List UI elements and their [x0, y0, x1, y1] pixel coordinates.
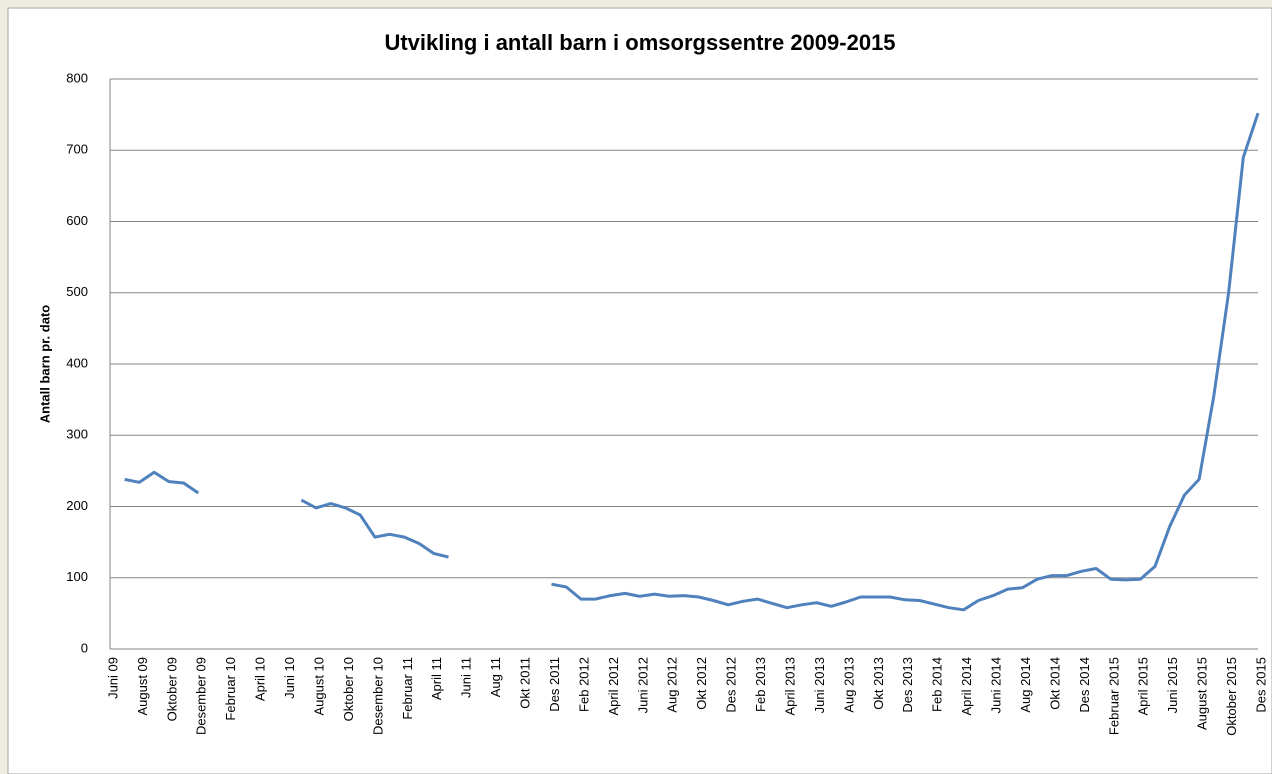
y-tick-label: 400	[66, 355, 88, 370]
x-tick-label: April 2014	[959, 657, 974, 716]
y-tick-label: 800	[66, 70, 88, 85]
x-tick-label: April 2015	[1136, 657, 1151, 716]
x-tick-label: Oktober 09	[164, 657, 179, 721]
x-tick-label: August 09	[135, 657, 150, 716]
chart-title: Utvikling i antall barn i omsorgssentre …	[384, 30, 895, 55]
x-tick-label: Juni 2012	[635, 657, 650, 713]
x-tick-label: Juni 11	[459, 657, 474, 698]
y-tick-label: 500	[66, 284, 88, 299]
x-tick-label: Aug 2014	[1018, 657, 1033, 713]
x-tick-label: Des 2014	[1077, 657, 1092, 713]
x-tick-label: Okt 2012	[694, 657, 709, 710]
x-tick-label: Desember 10	[370, 657, 385, 735]
x-tick-label: Februar 11	[400, 657, 415, 720]
x-tick-label: Feb 2014	[930, 657, 945, 712]
x-tick-label: Oktober 10	[341, 657, 356, 721]
x-tick-label: Februar 2015	[1106, 657, 1121, 735]
x-tick-label: Aug 11	[488, 657, 503, 697]
x-tick-label: August 2015	[1195, 657, 1210, 730]
y-tick-label: 700	[66, 142, 88, 157]
y-tick-label: 600	[66, 213, 88, 228]
x-tick-label: Juni 2015	[1165, 657, 1180, 713]
x-tick-label: April 11	[429, 657, 444, 700]
chart-area	[7, 7, 1272, 774]
x-tick-label: Juni 2013	[812, 657, 827, 713]
x-tick-label: Aug 2013	[841, 657, 856, 713]
y-tick-label: 300	[66, 427, 88, 442]
x-tick-label: Des 2015	[1253, 657, 1268, 713]
y-tick-label: 0	[81, 640, 88, 655]
x-tick-label: Okt 2011	[518, 657, 533, 709]
x-tick-label: Juni 2014	[989, 657, 1004, 713]
x-tick-label: Des 2012	[724, 657, 739, 713]
x-tick-label: Juni 09	[105, 657, 120, 699]
y-tick-label: 100	[66, 569, 88, 584]
x-tick-label: Des 2013	[900, 657, 915, 713]
x-tick-label: Oktober 2015	[1224, 657, 1239, 736]
y-axis-label: Antall barn pr. dato	[37, 305, 52, 424]
x-tick-label: Okt 2014	[1047, 657, 1062, 710]
x-tick-label: Aug 2012	[665, 657, 680, 713]
x-tick-label: Des 2011	[547, 657, 562, 712]
x-tick-label: Feb 2012	[576, 657, 591, 712]
x-tick-label: Februar 10	[223, 657, 238, 721]
x-tick-label: August 10	[311, 657, 326, 716]
x-tick-label: Feb 2013	[753, 657, 768, 712]
x-tick-label: April 10	[253, 657, 268, 701]
y-tick-label: 200	[66, 498, 88, 513]
x-tick-label: Okt 2013	[871, 657, 886, 710]
x-tick-label: April 2012	[606, 657, 621, 716]
data-line	[124, 112, 1260, 612]
x-tick-label: Juni 10	[282, 657, 297, 699]
x-tick-label: Desember 09	[194, 657, 209, 735]
x-tick-label: April 2013	[782, 657, 797, 716]
